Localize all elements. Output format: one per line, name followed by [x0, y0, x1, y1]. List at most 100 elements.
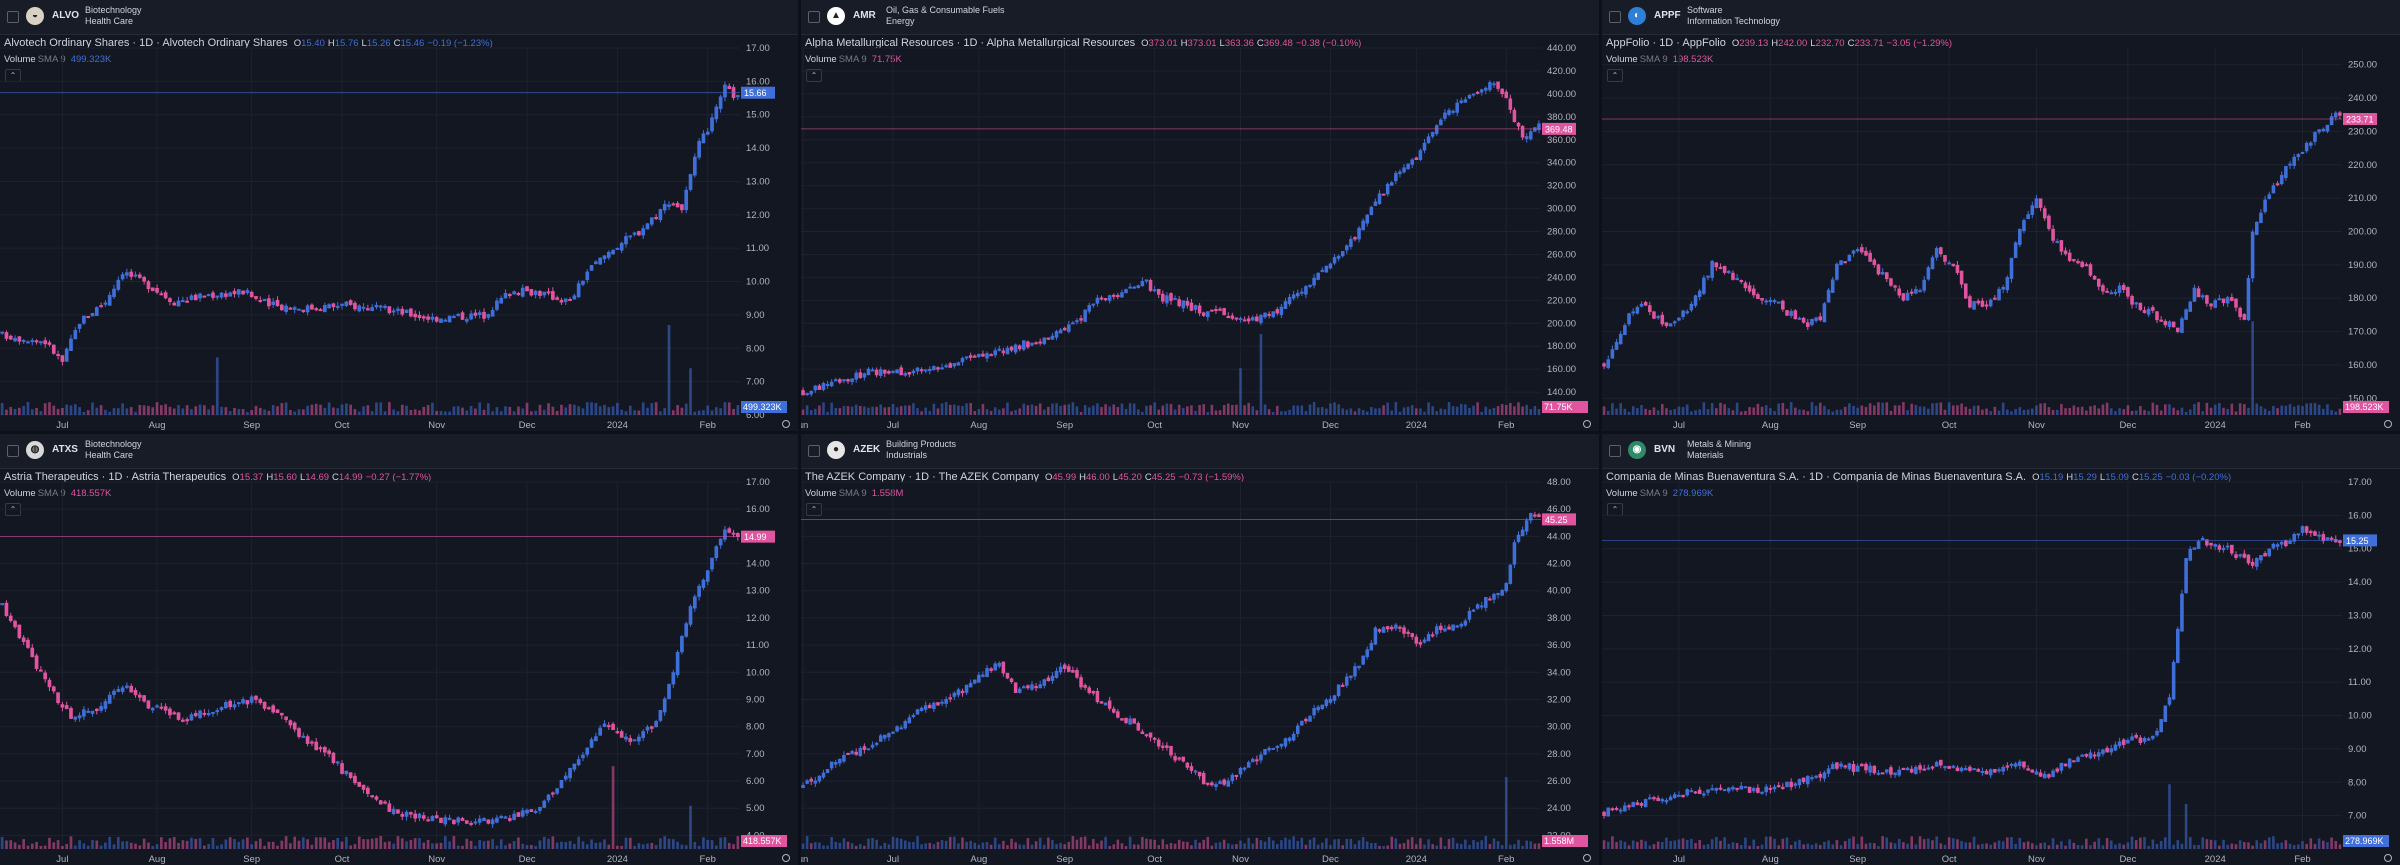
volume-bar — [250, 410, 254, 415]
volume-bar — [2143, 837, 2146, 849]
ticker-symbol[interactable]: AZEK — [853, 444, 881, 455]
candlestick-chart[interactable]: 7.008.009.0010.0011.0012.0013.0014.0015.… — [1602, 468, 2400, 865]
ticker-symbol[interactable]: APPF — [1654, 10, 1681, 21]
volume-bar — [1361, 837, 1365, 849]
candle-body — [60, 704, 65, 708]
chart-title-line: The AZEK Company · 1D · The AZEK Company… — [805, 471, 1244, 483]
volume-bar — [654, 402, 658, 415]
volume-bar — [1885, 837, 1889, 849]
select-checkbox[interactable] — [1609, 11, 1621, 23]
volume-bar — [2105, 402, 2109, 415]
sma-value: 71.75K — [871, 54, 902, 65]
chart-panel-amr[interactable]: ▲ AMR Oil, Gas & Consumable Fuels Energy Alp… — [801, 0, 1599, 431]
candlestick-chart[interactable]: 4.005.006.007.008.009.0010.0011.0012.001… — [0, 468, 798, 865]
candle-body — [2313, 531, 2317, 536]
volume-bar — [1533, 843, 1537, 849]
candle-body — [2009, 763, 2014, 766]
panel-header: ◍ ATXS Biotechnology Health Care — [0, 434, 798, 469]
volume-bar — [1271, 411, 1275, 415]
candle-body — [404, 811, 409, 817]
volume-bar — [1902, 402, 1905, 415]
collapse-legend-button[interactable]: ⌃ — [806, 69, 822, 82]
chart-panel-azek[interactable]: ● AZEK Building Products Industrials The AZE… — [801, 434, 1599, 865]
candle-body — [1275, 746, 1280, 749]
candle-body — [189, 295, 194, 300]
candle-body — [878, 735, 883, 742]
volume-bar — [486, 403, 490, 415]
select-checkbox[interactable] — [808, 11, 820, 23]
candle-body — [327, 750, 331, 755]
candle-body — [1455, 625, 1459, 628]
candle-body — [426, 316, 430, 320]
candle-body — [1976, 769, 1981, 772]
chart-panel-atxs[interactable]: ◍ ATXS Biotechnology Health Care Astria Ther… — [0, 434, 798, 865]
volume-bar — [2151, 402, 2155, 415]
volume-bar — [2272, 836, 2275, 849]
ticker-symbol[interactable]: ALVO — [52, 10, 80, 21]
volume-bar — [551, 406, 555, 415]
x-tick-label: 2024 — [2205, 420, 2226, 431]
candle-body — [1772, 300, 1777, 303]
volume-bar — [1964, 842, 1968, 849]
candle-body — [1353, 237, 1357, 240]
candlestick-chart[interactable]: 22.0024.0026.0028.0030.0032.0034.0036.00… — [801, 468, 1599, 865]
volume-bar — [611, 406, 615, 415]
candle-body — [1524, 136, 1529, 140]
volume-bar — [181, 408, 185, 415]
candlestick-chart[interactable]: 150.00160.00170.00180.00190.00200.00210.… — [1602, 34, 2400, 431]
candle-body — [120, 274, 125, 280]
chart-panel-appf[interactable]: ◐ APPF Software Information Technology AppFo… — [1602, 0, 2400, 431]
candles — [1602, 111, 2342, 370]
volume-bar — [2317, 838, 2321, 849]
select-checkbox[interactable] — [1609, 445, 1621, 457]
candle-body — [2213, 544, 2217, 547]
chart-panel-bvn[interactable]: ◉ BVN Metals & Mining Materials Compania de … — [1602, 434, 2400, 865]
candle-body — [1251, 317, 1255, 321]
candle-body — [129, 685, 134, 693]
candlestick-chart[interactable]: 140.00160.00180.00200.00220.00240.00260.… — [801, 34, 1599, 431]
candle-body — [1814, 775, 1818, 778]
select-checkbox[interactable] — [808, 445, 820, 457]
volume-bar — [1304, 844, 1308, 849]
volume-bar — [590, 402, 593, 415]
select-checkbox[interactable] — [7, 445, 19, 457]
ticker-symbol[interactable]: BVN — [1654, 444, 1676, 455]
volume-bar — [142, 838, 146, 849]
candle-body — [1818, 316, 1823, 321]
volume-bar — [2305, 843, 2308, 849]
volume-bar — [104, 842, 107, 849]
volume-bar — [78, 407, 81, 415]
last-price-label: 14.99 — [744, 532, 767, 542]
candlestick-chart[interactable]: 6.007.008.009.0010.0011.0012.0013.0014.0… — [0, 34, 798, 431]
panel-header: ◒ ALVO Biotechnology Health Care — [0, 0, 798, 35]
collapse-legend-button[interactable]: ⌃ — [1607, 69, 1623, 82]
chart-panel-alvo[interactable]: ◒ ALVO Biotechnology Health Care Alvotech Or… — [0, 0, 798, 431]
volume-bar — [719, 837, 722, 849]
chart-settings-icon[interactable] — [1583, 420, 1591, 428]
y-tick-label: 250.00 — [2348, 60, 2377, 71]
volume-bar — [1038, 403, 1042, 415]
chart-settings-icon[interactable] — [782, 420, 790, 428]
candle-body — [2242, 314, 2247, 320]
volume-bar — [172, 836, 176, 849]
volume-label: Volume — [1606, 54, 1638, 65]
chart-settings-icon[interactable] — [782, 854, 790, 862]
candle-body — [1492, 593, 1496, 600]
ticker-symbol[interactable]: ATXS — [52, 444, 78, 455]
volume-bar — [1727, 408, 1731, 415]
ticker-symbol[interactable]: AMR — [853, 10, 876, 21]
chart-settings-icon[interactable] — [1583, 854, 1591, 862]
volume-bar — [1116, 407, 1120, 415]
candle-body — [43, 340, 48, 345]
select-checkbox[interactable] — [7, 11, 19, 23]
candle-body — [2084, 754, 2089, 757]
candle-body — [133, 274, 138, 277]
candle-body — [542, 800, 547, 808]
candle-body — [1336, 255, 1341, 259]
volume-bar — [1415, 844, 1418, 849]
candle-body — [1017, 345, 1022, 350]
chart-settings-icon[interactable] — [2384, 854, 2392, 862]
chart-settings-icon[interactable] — [2384, 420, 2392, 428]
candle-body — [813, 780, 818, 784]
volume-bar — [293, 411, 297, 415]
